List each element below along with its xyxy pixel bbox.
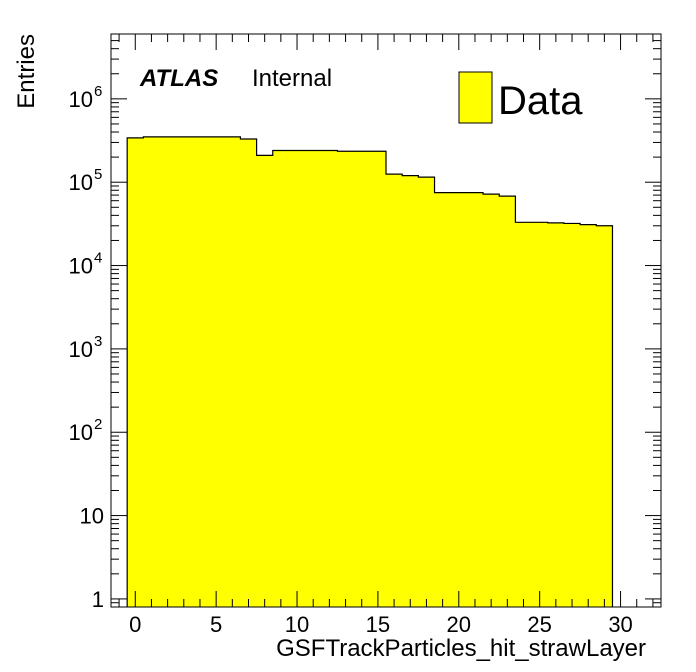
histogram-bars xyxy=(126,136,614,608)
histogram-bin xyxy=(256,155,274,607)
histogram-bin xyxy=(402,175,419,607)
x-tick-label: 20 xyxy=(447,612,471,637)
y-tick-label: 10 xyxy=(80,504,104,529)
x-tick-label: 5 xyxy=(210,612,222,637)
histogram-bin xyxy=(499,196,517,607)
histogram-bin xyxy=(466,192,484,607)
histogram-bin xyxy=(272,150,290,607)
histogram-bin xyxy=(580,224,597,608)
plot-frame xyxy=(110,33,662,608)
histogram-bin xyxy=(305,150,322,607)
atlas-label: ATLAS xyxy=(139,65,218,92)
y-axis-title: Entries xyxy=(13,34,40,109)
internal-label: Internal xyxy=(252,65,332,92)
histogram-bin xyxy=(515,222,533,607)
histogram-bin xyxy=(337,151,355,608)
histogram-bin xyxy=(386,174,403,608)
histogram-bin xyxy=(224,136,242,607)
histogram-bin xyxy=(450,192,468,607)
x-tick-label: 25 xyxy=(527,612,551,637)
x-tick-label: 0 xyxy=(129,612,141,637)
x-axis-title: GSFTrackParticles_hit_strawLayer xyxy=(276,635,646,662)
histogram-bin xyxy=(483,194,500,607)
histogram-bin xyxy=(369,151,387,608)
x-tick-label: 30 xyxy=(608,612,632,637)
y-tick-exponent: 3 xyxy=(94,333,102,350)
histogram-bin xyxy=(321,150,339,607)
y-tick-exponent: 6 xyxy=(94,83,102,100)
legend: Data xyxy=(458,71,583,124)
y-tick-label: 10 xyxy=(69,337,93,362)
histogram-bin xyxy=(127,137,144,607)
histogram-bin xyxy=(143,136,161,607)
histogram-bin xyxy=(191,136,209,607)
histogram-bin xyxy=(288,150,306,607)
histogram-bin xyxy=(547,222,565,607)
y-tick-label: 10 xyxy=(69,420,93,445)
y-tick-label: 10 xyxy=(69,254,93,279)
histogram-bin xyxy=(175,136,193,607)
x-tick-label: 10 xyxy=(285,612,309,637)
histogram-bin xyxy=(563,223,581,608)
y-tick-exponent: 2 xyxy=(94,416,102,433)
y-tick-exponent: 5 xyxy=(94,166,102,183)
y-tick-label: 10 xyxy=(69,170,93,195)
histogram-bin xyxy=(531,222,549,607)
histogram-bin xyxy=(240,138,258,607)
histogram-bin xyxy=(434,192,452,607)
y-tick-label: 10 xyxy=(69,87,93,112)
histogram-bin xyxy=(596,225,614,607)
legend-swatch xyxy=(458,71,493,124)
histogram-bin xyxy=(208,136,225,607)
histogram-bin xyxy=(353,151,371,608)
histogram-bin xyxy=(418,177,436,607)
y-tick-label: 1 xyxy=(92,587,104,612)
histogram-bin xyxy=(159,136,177,607)
x-tick-labels: 0 5 10 15 20 25 30 xyxy=(129,612,633,637)
y-tick-exponent: 4 xyxy=(94,250,102,267)
legend-entry-data: Data xyxy=(498,79,583,123)
axes xyxy=(110,33,662,608)
histogram-outline xyxy=(126,136,614,607)
axis-ticks xyxy=(111,33,661,608)
x-tick-label: 15 xyxy=(366,612,390,637)
